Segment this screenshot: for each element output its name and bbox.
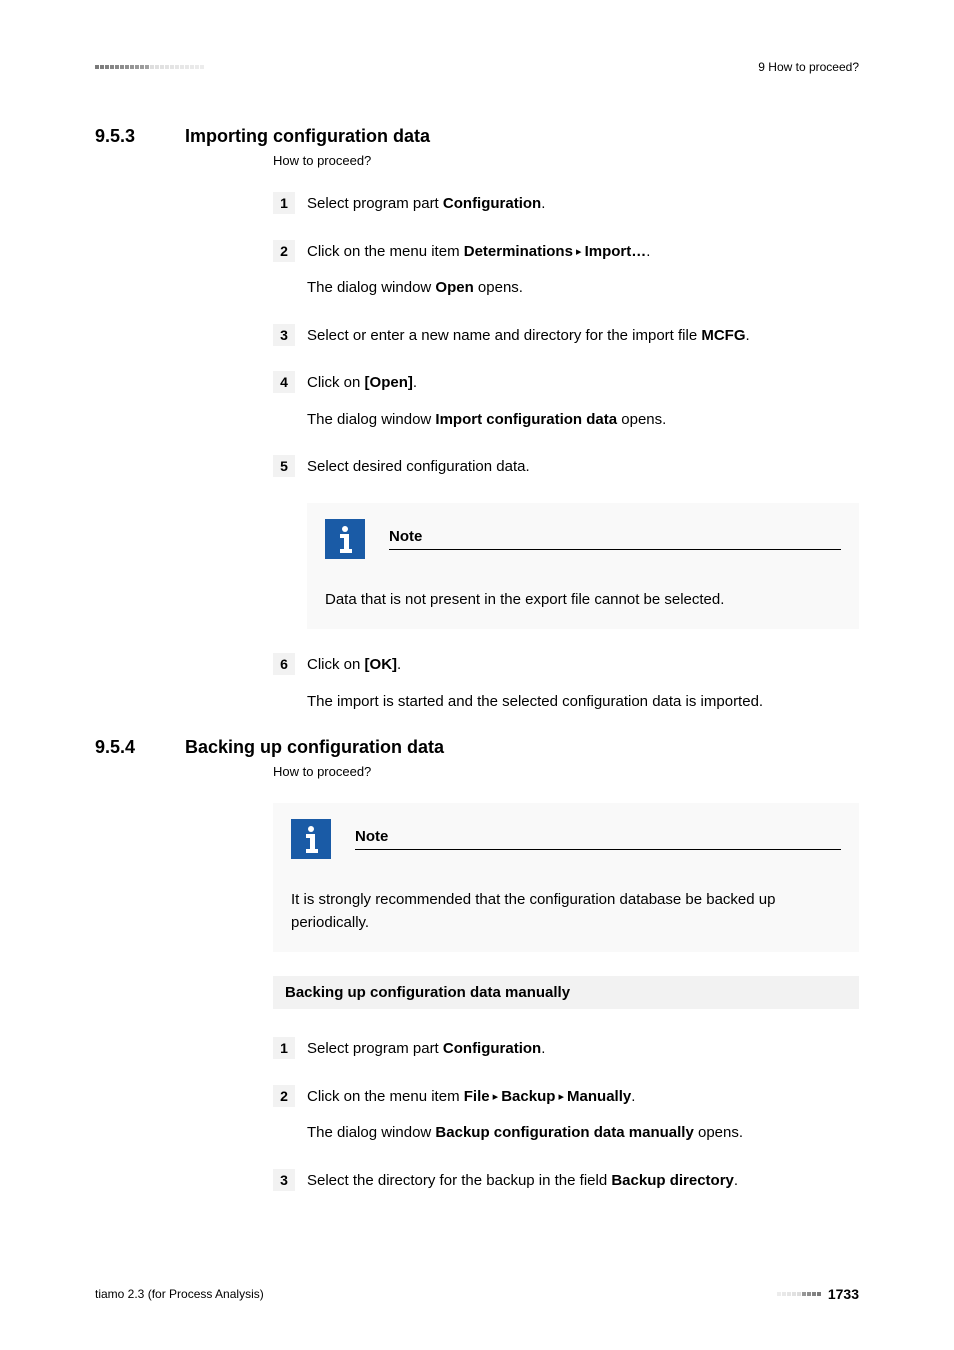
step-text: Click on [Open]. <box>307 371 859 395</box>
section-number: 9.5.3 <box>95 126 185 147</box>
step: 3 Select or enter a new name and directo… <box>273 324 859 348</box>
section-heading: 9.5.4 Backing up configuration data <box>95 737 859 758</box>
step-text: Select program part Configuration. <box>307 1037 859 1061</box>
page-header: 9 How to proceed? <box>95 60 859 74</box>
step-result: The dialog window Backup configuration d… <box>307 1122 859 1145</box>
note-body: It is strongly recommended that the conf… <box>291 889 841 934</box>
step-number: 5 <box>273 455 295 477</box>
step: 5 Select desired configuration data. <box>273 455 859 479</box>
step: 1 Select program part Configuration. <box>273 192 859 216</box>
step-number: 2 <box>273 1085 295 1107</box>
step-number: 1 <box>273 1037 295 1059</box>
step-text: Click on [OK]. <box>307 653 859 677</box>
footer-product: tiamo 2.3 (for Process Analysis) <box>95 1287 264 1301</box>
step: 3 Select the directory for the backup in… <box>273 1169 859 1193</box>
section-title: Importing configuration data <box>185 126 430 147</box>
step: 1 Select program part Configuration. <box>273 1037 859 1061</box>
note-title: Note <box>355 828 841 850</box>
section-title: Backing up configuration data <box>185 737 444 758</box>
header-decoration <box>95 65 205 69</box>
step-number: 3 <box>273 324 295 346</box>
step-result: The dialog window Import configuration d… <box>307 409 859 432</box>
footer-decoration <box>777 1292 822 1296</box>
step: 6 Click on [OK]. The import is started a… <box>273 653 859 713</box>
step-text: Click on the menu item File ▸ Backup ▸ M… <box>307 1085 859 1109</box>
step-text: Select desired configuration data. <box>307 455 859 479</box>
step-text: Click on the menu item Determinations ▸ … <box>307 240 859 264</box>
note-title: Note <box>389 528 841 550</box>
section-heading: 9.5.3 Importing configuration data <box>95 126 859 147</box>
section-subtitle: How to proceed? <box>273 764 859 779</box>
section-number: 9.5.4 <box>95 737 185 758</box>
info-icon <box>291 819 331 859</box>
note-body: Data that is not present in the export f… <box>325 589 841 612</box>
step-text: Select the directory for the backup in t… <box>307 1169 859 1193</box>
step: 2 Click on the menu item File ▸ Backup ▸… <box>273 1085 859 1145</box>
section-subtitle: How to proceed? <box>273 153 859 168</box>
step-number: 3 <box>273 1169 295 1191</box>
step-result: The dialog window Open opens. <box>307 277 859 300</box>
step-number: 6 <box>273 653 295 675</box>
step-number: 4 <box>273 371 295 393</box>
note-callout: Note Data that is not present in the exp… <box>307 503 859 630</box>
note-callout: Note It is strongly recommended that the… <box>273 803 859 952</box>
page-footer: tiamo 2.3 (for Process Analysis) 1733 <box>95 1286 859 1302</box>
step-number: 2 <box>273 240 295 262</box>
step-number: 1 <box>273 192 295 214</box>
step: 4 Click on [Open]. The dialog window Imp… <box>273 371 859 431</box>
step-text: Select program part Configuration. <box>307 192 859 216</box>
document-page: 9 How to proceed? 9.5.3 Importing config… <box>0 0 954 1256</box>
info-icon <box>325 519 365 559</box>
page-number: 1733 <box>828 1286 859 1302</box>
step-text: Select or enter a new name and directory… <box>307 324 859 348</box>
header-chapter: 9 How to proceed? <box>758 60 859 74</box>
step: 2 Click on the menu item Determinations … <box>273 240 859 300</box>
subsection-heading: Backing up configuration data manually <box>273 976 859 1009</box>
step-result: The import is started and the selected c… <box>307 691 859 714</box>
